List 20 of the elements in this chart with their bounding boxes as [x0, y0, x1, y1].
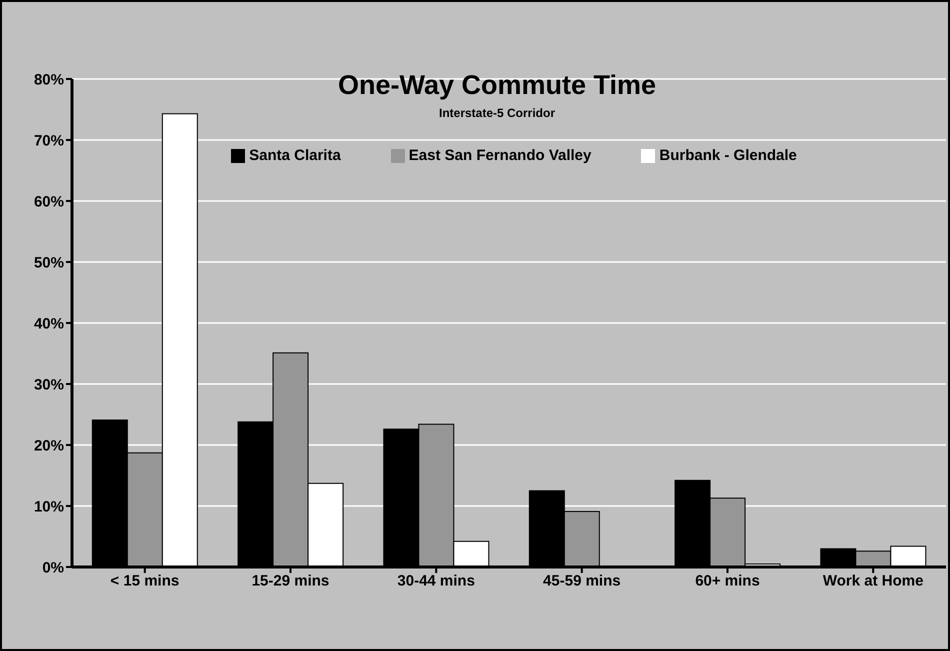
- x-tick-label: Work at Home: [822, 572, 924, 590]
- x-tick-label: 15-29 mins: [252, 572, 330, 590]
- text: Interstate-5 Corridor: [438, 106, 556, 120]
- y-tick-label: 80%: [34, 71, 64, 88]
- chart-title: One-Way Commute Time: [336, 70, 658, 101]
- y-tick-label: 50%: [34, 254, 64, 272]
- y-tick-label: 30%: [34, 376, 64, 394]
- y-tick-label: 20%: [34, 437, 64, 454]
- x-tick-label: 60+ mins: [695, 572, 760, 590]
- x-tick-label: 45-59 mins: [543, 572, 621, 590]
- legend-label: East San Fernando Valley: [408, 147, 592, 164]
- legend-label: Burbank - Glendale: [659, 147, 797, 164]
- x-tick-label: 30-44 mins: [397, 572, 475, 590]
- y-tick-label: 40%: [34, 315, 64, 332]
- x-tick-label: < 15 mins: [110, 572, 180, 590]
- y-tick-label: 0%: [42, 559, 64, 576]
- legend-label: Santa Clarita: [249, 147, 341, 164]
- y-tick-label: 60%: [34, 193, 64, 210]
- y-tick-label: 70%: [34, 132, 64, 150]
- y-tick-label: 10%: [34, 498, 64, 516]
